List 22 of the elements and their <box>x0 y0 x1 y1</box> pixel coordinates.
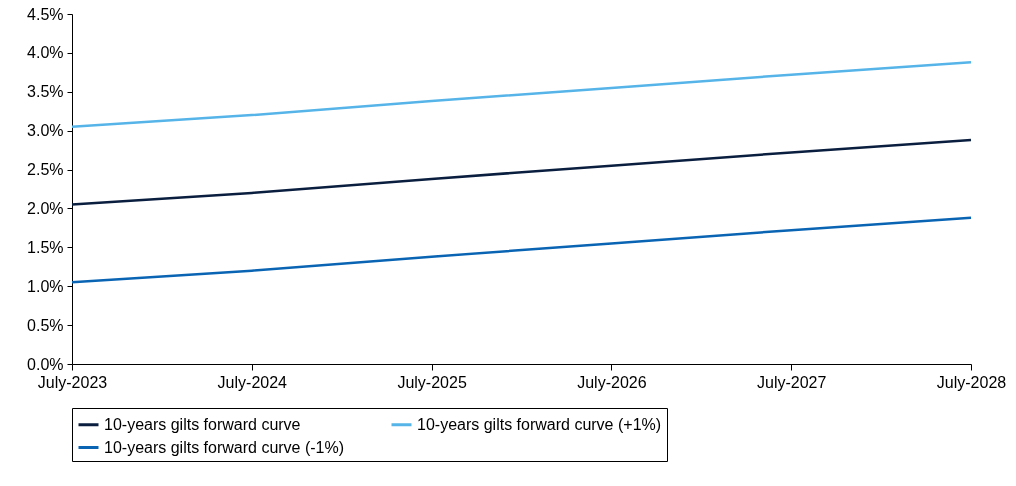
x-tick-label: July-2024 <box>217 373 288 391</box>
x-tick-label: July-2025 <box>397 373 467 391</box>
x-tick-label: July-2023 <box>37 373 108 391</box>
y-tick-label: 2.0% <box>27 199 64 217</box>
x-tick-label: July-2026 <box>577 373 647 391</box>
line-series <box>70 138 973 206</box>
y-tick-label: 3.5% <box>27 83 64 101</box>
y-tick-label: 4.5% <box>27 5 64 23</box>
y-tick-label: 3.0% <box>27 122 64 140</box>
y-tick-label: 1.5% <box>27 238 64 256</box>
legend-label: 10-years gilts forward curve <box>104 415 301 433</box>
y-tick-label: 4.0% <box>27 44 64 62</box>
y-tick-label: 1.0% <box>27 277 64 295</box>
line-series <box>70 216 973 284</box>
x-tick-label: July-2027 <box>757 373 827 391</box>
y-tick-label: 0.5% <box>27 316 64 334</box>
legend-label: 10-years gilts forward curve (-1%) <box>104 438 345 456</box>
line-series <box>70 60 973 129</box>
y-tick-label: 0.0% <box>27 355 64 373</box>
y-tick-label: 2.5% <box>27 161 64 179</box>
x-tick-label: July-2028 <box>936 373 1007 391</box>
legend-label: 10-years gilts forward curve (+1%) <box>417 415 662 433</box>
